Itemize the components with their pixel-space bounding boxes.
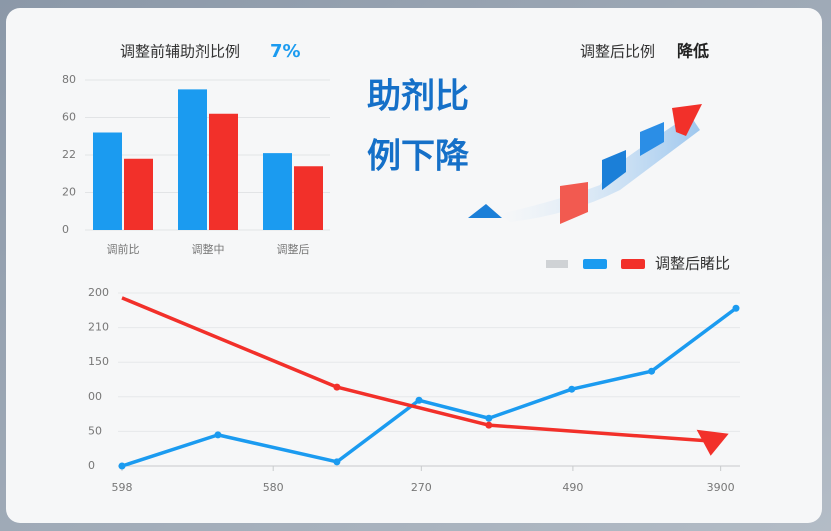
point xyxy=(214,431,222,439)
x-tick-label: 调整中 xyxy=(192,242,225,256)
headline: 助剂比 xyxy=(367,77,469,117)
arrow-head xyxy=(468,204,502,218)
arrow-segment xyxy=(560,182,588,224)
bar xyxy=(93,132,122,230)
headline: 例下降 xyxy=(367,137,470,177)
point xyxy=(485,414,493,422)
x-tick-label: 490 xyxy=(562,481,583,494)
y-tick-label: 80 xyxy=(62,73,76,86)
y-tick-label: 00 xyxy=(88,390,102,403)
arrow-segment xyxy=(602,150,626,190)
y-tick-label: 50 xyxy=(88,424,102,437)
bar xyxy=(263,153,292,230)
y-tick-label: 0 xyxy=(88,459,95,472)
y-tick-label: 22 xyxy=(62,148,76,161)
bar-title: 调整前辅助剂比例 xyxy=(120,43,240,61)
legend-swatch xyxy=(583,259,607,269)
bar xyxy=(209,113,238,230)
x-tick-label: 调前比 xyxy=(107,242,140,256)
arrow-marker xyxy=(696,429,729,456)
legend-swatch xyxy=(621,259,645,269)
point xyxy=(118,462,126,470)
point xyxy=(732,304,740,312)
bar xyxy=(178,89,207,230)
y-tick-label: 210 xyxy=(88,321,109,334)
bar-title-value: 7% xyxy=(270,41,301,62)
panel-title: 调整后比例 xyxy=(580,43,655,61)
arrow-segment xyxy=(640,122,664,156)
point xyxy=(333,458,341,466)
point xyxy=(485,421,493,429)
x-tick-label: 调整后 xyxy=(277,242,310,256)
point xyxy=(415,396,423,404)
y-tick-label: 20 xyxy=(62,186,76,199)
x-tick-label: 270 xyxy=(411,481,432,494)
line xyxy=(121,306,738,468)
panel-emphasis: 降低 xyxy=(677,42,709,61)
bar xyxy=(294,166,323,230)
point xyxy=(333,383,341,391)
y-tick-label: 150 xyxy=(88,355,109,368)
legend-swatch xyxy=(546,260,568,268)
x-tick-label: 3900 xyxy=(707,481,735,494)
y-tick-label: 0 xyxy=(62,223,69,236)
arrow-segment xyxy=(672,104,702,136)
x-tick-label: 580 xyxy=(263,481,284,494)
legend-label: 调整后睹比 xyxy=(655,255,730,273)
point xyxy=(568,385,576,393)
y-tick-label: 60 xyxy=(62,111,76,124)
point xyxy=(648,367,656,375)
bar xyxy=(124,158,153,230)
line xyxy=(121,296,721,444)
x-tick-label: 598 xyxy=(112,481,133,494)
y-tick-label: 200 xyxy=(88,286,109,299)
